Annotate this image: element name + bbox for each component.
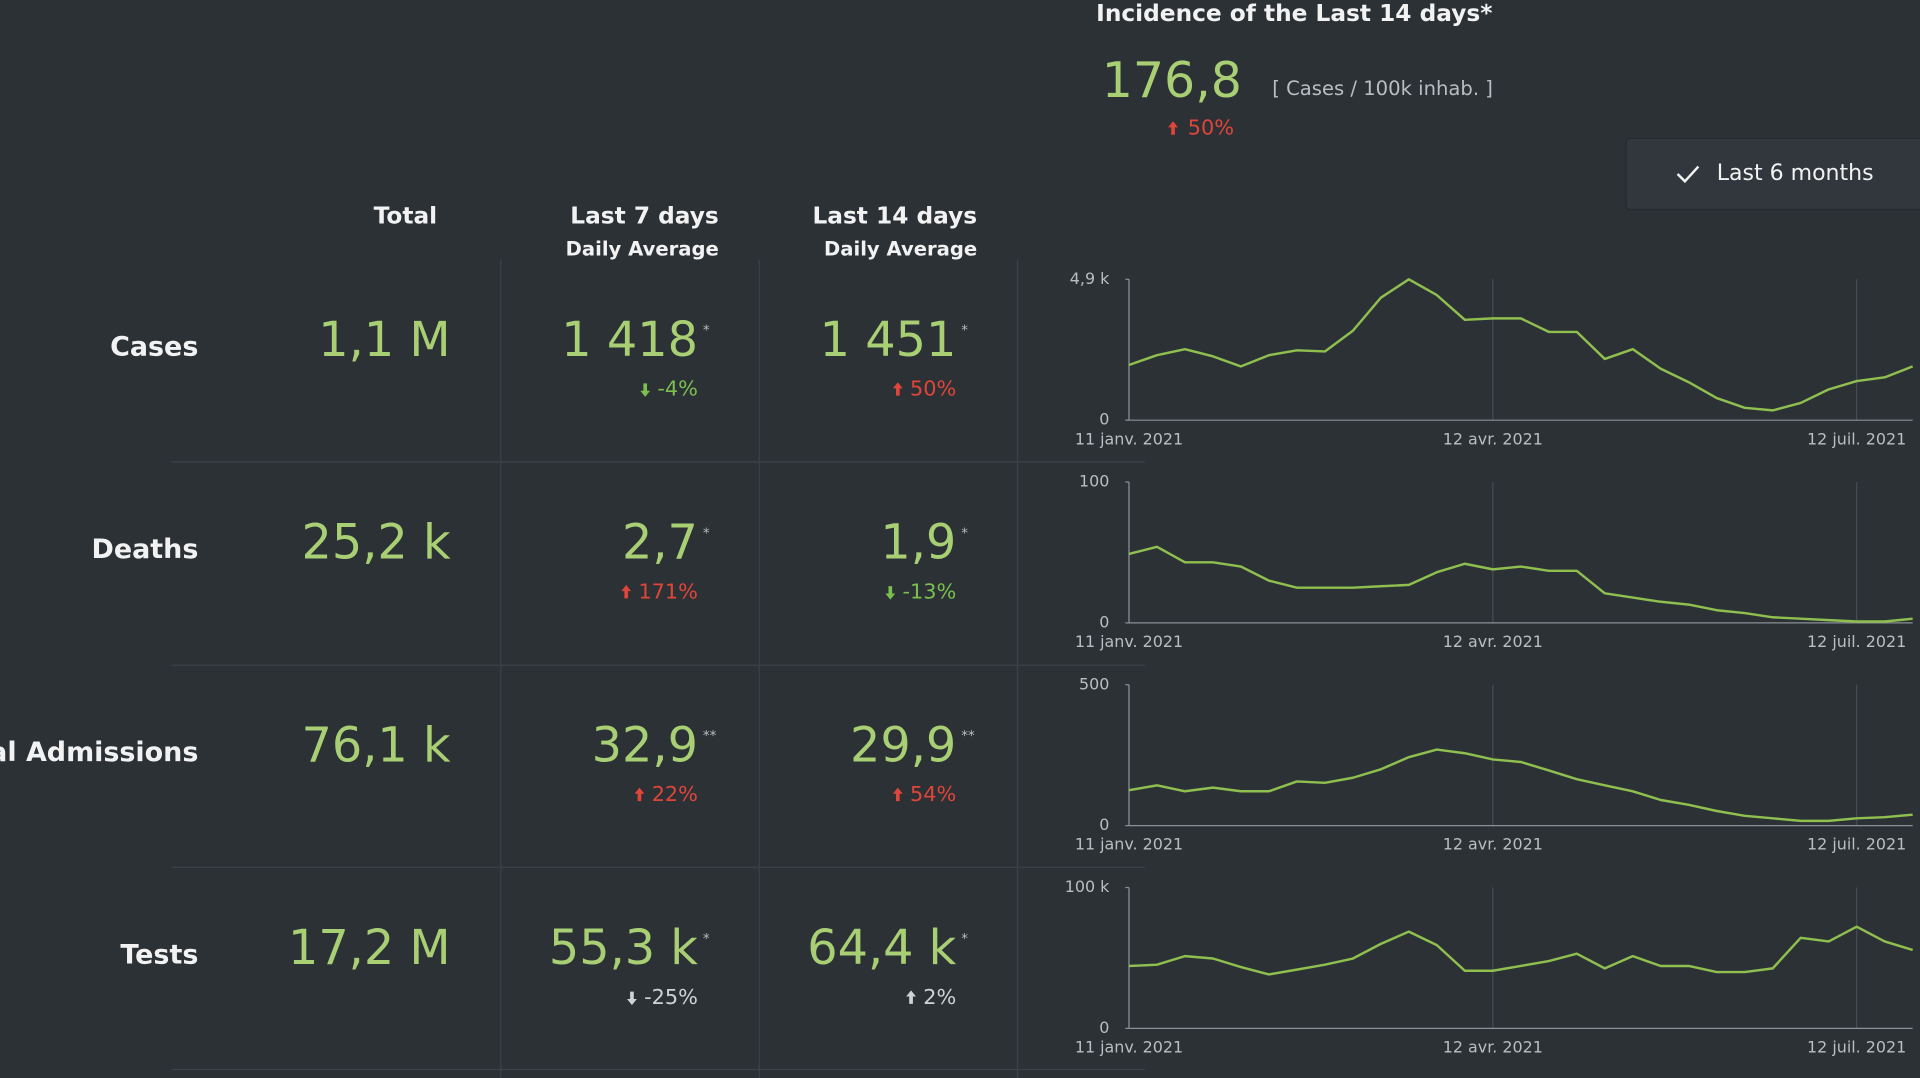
change-text: -25%: [644, 985, 698, 1009]
metric-value: 1,9: [880, 516, 956, 571]
metric-note: **: [703, 728, 717, 744]
trend-arrow: [634, 787, 645, 802]
metric-note: *: [703, 323, 710, 339]
x-tick-label: 12 juil. 2021: [1807, 835, 1906, 854]
x-tick-label: 12 avr. 2021: [1443, 1037, 1543, 1056]
trend-arrow: [892, 382, 903, 396]
y-tick-label: 0: [1099, 612, 1109, 631]
metric-value: 1 451: [820, 313, 957, 368]
column-subtitle: Daily Average: [824, 237, 977, 260]
total-value: 1,1 M: [318, 313, 450, 368]
total-value: 76,1 k: [301, 718, 450, 773]
total-value: 17,2 M: [288, 921, 451, 976]
metric-value: 64,4 k: [807, 921, 956, 976]
trend-arrow: [640, 383, 651, 397]
row-label: Cases: [110, 331, 198, 362]
change-text: 50%: [910, 377, 956, 401]
metric-value: 55,3 k: [549, 921, 698, 976]
trend-arrow: [892, 787, 903, 802]
incidence-unit: [ Cases / 100k inhab. ]: [1272, 77, 1493, 100]
metric-note: **: [961, 728, 975, 744]
metric-value: 32,9: [592, 718, 698, 773]
sparkline: [1128, 925, 1914, 976]
incidence-title: Incidence of the Last 14 days*: [1096, 0, 1492, 27]
y-tick-label: 0: [1099, 815, 1109, 834]
trend-arrow: [621, 584, 632, 599]
change-text: 22%: [652, 782, 698, 806]
y-tick-label: 0: [1099, 1018, 1109, 1037]
y-tick-label: 100: [1079, 472, 1109, 491]
x-tick-label: 12 juil. 2021: [1807, 1037, 1906, 1056]
change-text: -13%: [903, 579, 957, 603]
sparkline: [1128, 545, 1913, 623]
filter-label[interactable]: Last 6 months: [1717, 161, 1874, 186]
metric-value: 2,7: [622, 516, 698, 571]
change-text: 54%: [910, 782, 956, 806]
metric-note: *: [961, 931, 968, 947]
metric-note: *: [703, 525, 710, 541]
filter-button[interactable]: Last 6 months: [1625, 137, 1920, 211]
y-tick-label: 4,9 k: [1070, 269, 1110, 288]
metric-note: *: [703, 931, 710, 947]
trend-arrow: [627, 991, 637, 1006]
x-tick-label: 11 janv. 2021: [1075, 835, 1183, 854]
metric-note: *: [961, 525, 968, 541]
total-value: 25,2 k: [301, 516, 450, 571]
change-text: 171%: [638, 579, 698, 603]
x-tick-label: 11 janv. 2021: [1075, 1037, 1183, 1056]
filter-box[interactable]: [1625, 137, 1920, 211]
metric-value: 29,9: [850, 718, 956, 773]
column-subtitle: Daily Average: [566, 237, 719, 260]
trend-arrow: [1168, 121, 1178, 135]
column-title: Last 7 days: [570, 202, 719, 229]
change-text: 50%: [1188, 116, 1234, 140]
x-tick-label: 12 avr. 2021: [1443, 429, 1543, 448]
incidence-value: 176,8: [1102, 52, 1242, 109]
x-tick-label: 12 juil. 2021: [1807, 632, 1906, 651]
x-tick-label: 11 janv. 2021: [1075, 632, 1183, 651]
trend-arrow: [885, 586, 896, 600]
sparkline: [1128, 748, 1913, 823]
row-label: ital Admissions: [0, 737, 198, 768]
y-tick-label: 0: [1099, 410, 1109, 429]
x-tick-label: 12 juil. 2021: [1807, 429, 1906, 448]
change-text: -4%: [657, 377, 698, 401]
x-tick-label: 11 janv. 2021: [1075, 429, 1183, 448]
row-label: Deaths: [91, 534, 198, 565]
change-text: 2%: [923, 985, 956, 1009]
column-title: Total: [374, 202, 438, 229]
y-tick-label: 100 k: [1065, 877, 1110, 896]
trend-arrow: [906, 990, 916, 1004]
metric-note: *: [961, 323, 968, 339]
check-icon: [1676, 165, 1700, 184]
metric-value: 1 418: [561, 313, 698, 368]
sparkline: [1128, 278, 1914, 412]
x-tick-label: 12 avr. 2021: [1443, 835, 1543, 854]
y-tick-label: 500: [1079, 674, 1109, 693]
column-title: Last 14 days: [812, 202, 977, 229]
x-tick-label: 12 avr. 2021: [1443, 632, 1543, 651]
row-label: Tests: [120, 940, 198, 971]
